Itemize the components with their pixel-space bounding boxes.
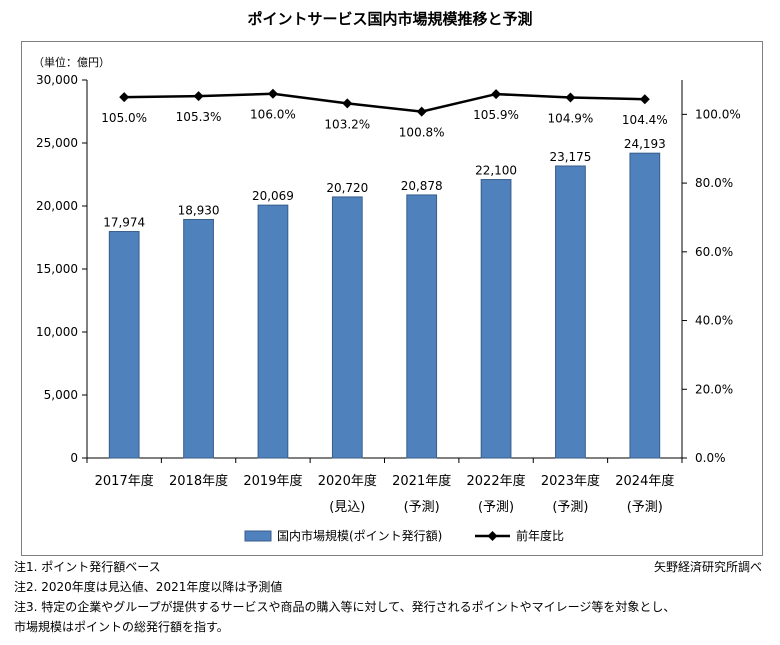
x-category-label: 2019年度 [243,473,302,489]
legend-bar-label: 国内市場規模(ポイント発行額) [277,528,442,543]
x-axis-labels: 2017年度 2018年度 2019年度 2020年度 (見込) 2021年度 (予測) 20… [95,473,675,515]
bar [629,152,661,459]
note-4: 市場規模はポイントの総発行額を指す。 [14,620,229,634]
ratio-value-label: 105.3% [176,110,222,124]
x-category-sublabel: (予測) [478,500,514,515]
bar-value-label: 20,878 [401,179,443,193]
legend-line-marker [487,531,498,541]
x-category-label: 2021年度 [392,473,451,489]
bar [331,196,363,459]
note-1: 注1. ポイント発行額ベース [14,560,161,574]
y-right-tick-label: 60.0% [695,245,733,259]
note-2: 注2. 2020年度は見込値、2021年度以降は予測値 [14,580,283,594]
ratio-value-label: 103.2% [324,117,370,131]
line-data-labels: 105.0% 105.3% 106.0% 103.2% 100.8% 105.9% 104.… [101,108,667,140]
bar-value-label: 22,100 [475,164,517,178]
ratio-point [342,98,353,109]
ratio-point [565,92,576,103]
x-category-sublabel: (見込) [329,500,365,515]
ratio-point [193,91,204,102]
x-category-label: 2018年度 [169,473,228,489]
bar [108,231,140,459]
ratio-value-label: 105.0% [101,111,147,125]
bar-value-label: 18,930 [178,203,220,217]
ratio-point [416,106,427,117]
line-series [119,88,650,117]
x-category-label: 2022年度 [467,473,526,489]
ratio-value-label: 104.4% [622,113,668,127]
bar [257,204,289,459]
y-left-tick-label: 10,000 [36,325,78,339]
bar [183,218,214,459]
bar [406,194,438,459]
legend: 国内市場規模(ポイント発行額) 前年度比 [244,528,564,543]
x-category-sublabel: (予測) [627,500,663,515]
bar-value-label: 23,175 [549,150,591,164]
x-category-label: 2020年度 [318,473,377,489]
bar [555,165,586,459]
chart-frame [21,41,763,556]
chart-title: ポイントサービス国内市場規模推移と予測 [247,10,533,28]
ratio-point [267,88,278,99]
y-left-tick-label: 0 [70,451,78,465]
bar-value-label: 20,069 [252,189,294,203]
y-left-tick-label: 25,000 [36,136,78,150]
x-category-sublabel: (予測) [552,500,588,515]
legend-line-label: 前年度比 [516,528,564,543]
ratio-value-label: 105.9% [473,108,519,122]
ratio-value-label: 104.9% [548,112,594,126]
bar-value-label: 24,193 [624,137,666,151]
bar-series [108,152,661,459]
note-3: 注3. 特定の企業やグループが提供するサービスや商品の購入等に対して、発行される… [14,600,676,614]
legend-bar-swatch [244,530,272,542]
unit-label: （単位：億円） [33,55,110,69]
bar [480,179,512,459]
ratio-line [124,92,645,113]
bar-data-labels: 17,974 18,930 20,069 20,720 20,878 22,100 23,1… [103,137,666,229]
y-right-tick-label: 0.0% [695,451,726,465]
y-right-tick-label: 40.0% [695,314,733,328]
y-left-tick-label: 5,000 [44,388,78,402]
y-right-tick-label: 100.0% [695,107,741,121]
bar-value-label: 20,720 [326,181,368,195]
ratio-point [119,92,130,103]
ratio-point [639,94,650,105]
ratio-value-label: 106.0% [250,108,296,122]
y-left-tick-label: 30,000 [36,73,78,87]
x-category-sublabel: (予測) [404,500,440,515]
ratio-point [491,89,502,100]
x-category-label: 2023年度 [541,473,600,489]
x-category-label: 2017年度 [95,473,154,489]
source-credit: 矢野経済研究所調べ [653,560,762,574]
y-left-tick-label: 15,000 [36,262,78,276]
ratio-value-label: 100.8% [399,126,445,140]
y-left-tick-label: 20,000 [36,199,78,213]
x-category-label: 2024年度 [615,473,674,489]
y-right-tick-label: 20.0% [695,382,733,396]
y-right-tick-label: 80.0% [695,176,733,190]
bar-value-label: 17,974 [103,216,145,230]
